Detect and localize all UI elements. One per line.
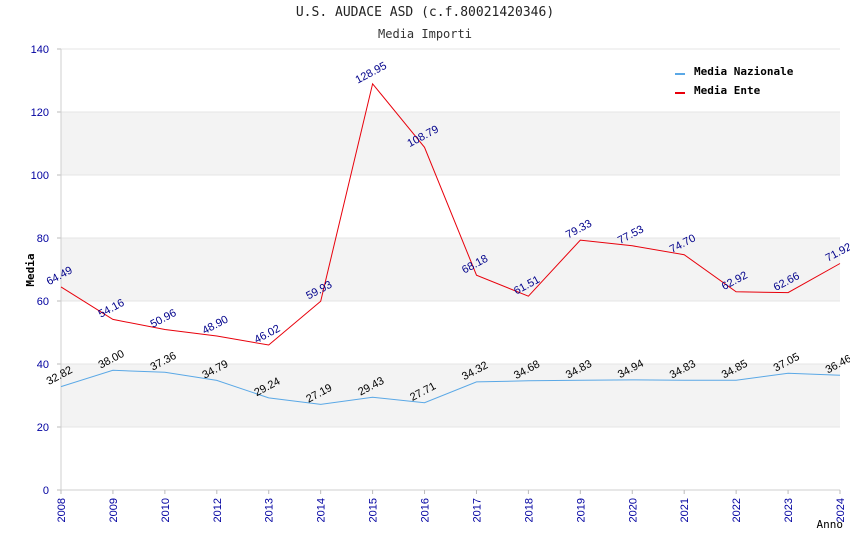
x-axis-label: Anno xyxy=(817,518,844,531)
x-tick-label: 2015 xyxy=(368,498,380,522)
y-tick-label: 140 xyxy=(31,44,49,56)
y-tick-label: 40 xyxy=(37,359,49,371)
x-tick-label: 2023 xyxy=(783,498,795,522)
data-label: 46.02 xyxy=(252,323,282,347)
x-tick-label: 2009 xyxy=(108,498,120,522)
y-tick-label: 80 xyxy=(37,233,49,245)
chart-title: U.S. AUDACE ASD (c.f.80021420346) xyxy=(295,5,555,20)
x-tick-label: 2021 xyxy=(679,498,691,522)
y-tick-label: 0 xyxy=(43,485,49,497)
legend-label: Media Ente xyxy=(694,84,761,97)
x-tick-label: 2008 xyxy=(56,498,68,522)
y-tick-label: 60 xyxy=(37,296,49,308)
x-tick-labels: 2008 2009 2010 2012 2013 2014 2015 2016 2017 2018… xyxy=(56,498,847,522)
axes xyxy=(57,48,841,494)
x-tick-label: 2019 xyxy=(575,498,587,522)
data-label: 128.95 xyxy=(354,60,389,86)
series-lines xyxy=(60,82,841,405)
x-tick-label: 2022 xyxy=(731,498,743,522)
x-tick-label: 2016 xyxy=(420,498,432,522)
y-tick-label: 120 xyxy=(31,107,49,119)
grid-band xyxy=(61,364,840,427)
y-tick-label: 20 xyxy=(37,422,49,434)
grid-bands xyxy=(61,112,840,427)
data-label: 48.90 xyxy=(200,314,230,338)
chart-subtitle: Media Importi xyxy=(378,27,472,41)
legend-label: Media Nazionale xyxy=(694,65,794,78)
x-tick-label: 2013 xyxy=(264,498,276,522)
y-axis-label: Media xyxy=(24,253,37,286)
x-tick-label: 2018 xyxy=(523,498,535,522)
y-tick-labels: 0 20 40 60 80 100 120 140 xyxy=(31,44,49,497)
series-line-media-nazionale xyxy=(60,369,841,405)
data-label: 50.96 xyxy=(148,307,178,331)
x-tick-label: 2017 xyxy=(471,498,483,522)
x-tick-label: 2024 xyxy=(835,498,847,522)
y-tick-label: 100 xyxy=(31,170,49,182)
grid-band xyxy=(61,238,840,301)
series-line-media-ente xyxy=(60,82,841,346)
x-tick-label: 2020 xyxy=(627,498,639,522)
legend: Media Nazionale Media Ente xyxy=(675,65,794,97)
grid-band xyxy=(61,112,840,175)
x-tick-label: 2012 xyxy=(212,498,224,522)
x-tick-label: 2014 xyxy=(316,498,328,522)
x-tick-label: 2010 xyxy=(160,498,172,522)
